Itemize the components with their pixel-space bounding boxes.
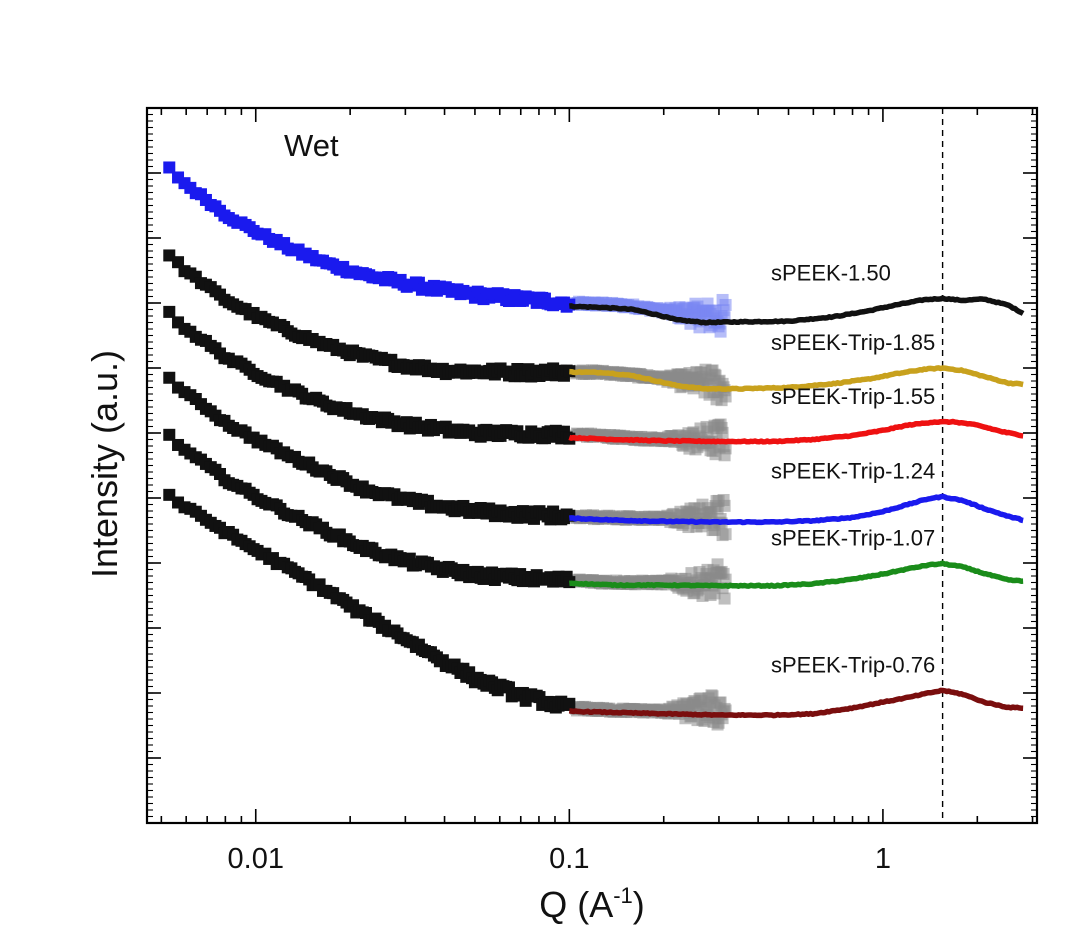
x-axis-label-sup: -1 <box>613 883 633 908</box>
x-axis-label-main: Q (A <box>539 884 613 925</box>
overlap-marker <box>718 592 731 605</box>
overlap-marker <box>714 325 727 338</box>
series-label: sPEEK-Trip-1.24 <box>771 459 935 484</box>
sax-marker <box>163 428 176 441</box>
overlap-marker <box>719 442 732 455</box>
overlap-marker <box>705 506 718 519</box>
sax-marker <box>563 697 576 710</box>
sax-marker <box>163 305 176 318</box>
waxs-curve <box>568 687 1024 719</box>
series-labels: sPEEK-1.50 sPEEK-Trip-1.85 sPEEK-Trip-1.55… <box>771 260 935 677</box>
waxs-curve <box>568 560 1024 589</box>
x-tick-label: 0.1 <box>549 843 589 875</box>
waxs-curve <box>568 295 1025 326</box>
series-label: sPEEK-Trip-1.07 <box>771 526 935 551</box>
waxs-curve <box>568 418 1024 445</box>
series-sPEEK-Trip-1.24 <box>163 371 1024 542</box>
overlap-marker <box>719 573 732 586</box>
overlap-marker <box>718 499 731 512</box>
waxs-curve <box>568 365 1024 392</box>
overlap-marker <box>719 528 732 541</box>
x-tick-labels: 0.01 0.1 1 <box>228 843 891 875</box>
series-sPEEK-Trip-1.07 <box>163 428 1024 605</box>
waxs-curve <box>568 493 1024 526</box>
annotation-wet: Wet <box>284 128 339 163</box>
sax-marker <box>163 371 176 384</box>
y-axis-label: Intensity (a.u.) <box>84 350 125 578</box>
x-axis-label-end: ) <box>633 884 645 925</box>
series-sPEEK-Trip-1.85 <box>163 249 1024 407</box>
overlap-marker <box>719 298 732 311</box>
series-label: sPEEK-Trip-1.55 <box>771 384 935 409</box>
series-label: sPEEK-Trip-0.76 <box>771 652 935 677</box>
plot-content <box>163 108 1025 823</box>
sax-marker <box>502 681 515 694</box>
overlap-marker <box>716 426 729 439</box>
x-tick-label: 0.01 <box>228 843 284 875</box>
axis-ticks <box>147 107 1037 824</box>
series-sPEEK-Trip-0.76 <box>163 488 1024 731</box>
series-sPEEK-Trip-1.55 <box>163 305 1024 462</box>
x-tick-label: 1 <box>875 843 891 875</box>
series-label: sPEEK-1.50 <box>771 260 891 285</box>
sax-marker <box>163 161 176 174</box>
series-label: sPEEK-Trip-1.85 <box>771 330 935 355</box>
series-sPEEK-1.50 <box>163 161 1025 338</box>
overlap-marker <box>719 390 732 403</box>
x-axis-label: Q (A-1) <box>539 883 645 925</box>
